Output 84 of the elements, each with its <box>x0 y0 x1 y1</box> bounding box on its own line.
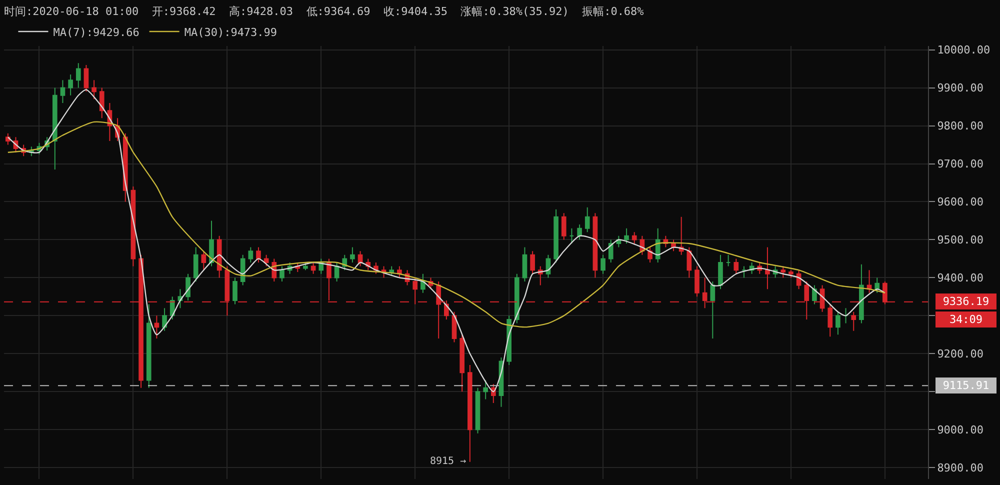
candlestick <box>475 387 480 434</box>
line-series <box>7 121 886 328</box>
candlestick <box>592 212 598 278</box>
candlestick <box>154 315 160 339</box>
candlestick <box>460 334 464 392</box>
ref-line-label: 9336.19 <box>942 295 990 308</box>
ref-line-label: 9115.91 <box>942 379 990 392</box>
candlestick <box>710 280 716 339</box>
candlestick <box>264 254 269 267</box>
y-tick-label: 9000.00 <box>937 423 984 436</box>
candlestick <box>600 254 606 274</box>
candlestick <box>859 264 864 324</box>
candlestick <box>68 74 73 96</box>
y-tick-label: 9800.00 <box>937 120 984 133</box>
candlestick <box>812 284 817 305</box>
candlestick <box>569 228 574 244</box>
line-series <box>7 89 886 392</box>
candlestick <box>216 235 222 278</box>
candlestick <box>726 254 731 267</box>
candlestick <box>561 212 566 240</box>
candlestick <box>686 246 692 278</box>
candlestick <box>162 308 167 332</box>
candlestick <box>358 250 363 267</box>
candlestick <box>280 266 284 282</box>
candlestick <box>577 224 582 240</box>
candlestick <box>76 62 81 88</box>
candlestick <box>256 246 261 263</box>
candlestick <box>412 277 418 305</box>
candlestick <box>836 311 840 336</box>
candlestick <box>648 246 652 263</box>
candlestick <box>248 246 254 263</box>
candlestick <box>303 262 308 271</box>
candlestick <box>146 304 152 388</box>
candlestick <box>624 228 629 244</box>
candlestick <box>52 87 58 170</box>
candlestick <box>874 277 880 294</box>
y-tick-label: 9500.00 <box>937 234 984 247</box>
candlestick <box>310 262 316 274</box>
annotation: 8915 → <box>430 456 466 467</box>
text: 34:09 <box>949 313 983 326</box>
candlestick <box>554 208 558 263</box>
candlestick <box>608 239 614 263</box>
legend-label: MA(30):9473.99 <box>184 26 278 39</box>
candlestick <box>694 266 700 298</box>
candlestick <box>828 304 833 338</box>
y-tick-label: 10000.00 <box>937 44 990 57</box>
candlestick <box>530 250 535 274</box>
legend-label: MA(7):9429.66 <box>53 26 140 39</box>
candlestick <box>193 246 198 282</box>
candlestick <box>350 246 355 263</box>
candlestick <box>584 206 590 233</box>
candlestick <box>209 220 214 267</box>
candlestick <box>84 64 89 92</box>
candlestick <box>60 80 66 104</box>
candlestick <box>742 266 746 278</box>
candlestick <box>632 232 637 244</box>
candlestick <box>468 364 472 462</box>
candlestick <box>851 311 856 332</box>
candlestick <box>483 380 488 400</box>
candlestick <box>866 270 872 294</box>
candlestick <box>843 308 848 324</box>
candlestick <box>201 250 206 271</box>
y-tick-label: 9200.00 <box>937 348 984 361</box>
candlestick <box>232 277 238 305</box>
candlestick <box>734 258 739 274</box>
y-tick-label: 9700.00 <box>937 158 984 171</box>
candlestick <box>718 254 723 290</box>
chart-title: 时间:2020-06-18 01:00 开:9368.42 高:9428.03 低:9364.69 收:9404.35 涨幅:0.38%(35.92) 振幅:0.68% <box>4 4 644 18</box>
candlestick <box>452 311 457 343</box>
candlestick <box>522 246 528 282</box>
candlestick <box>240 254 246 286</box>
candlestick <box>99 87 104 119</box>
candlestick <box>780 266 786 278</box>
candlestick <box>186 273 190 301</box>
candlestick <box>389 266 394 276</box>
candlestick <box>514 273 520 324</box>
candlestick <box>765 246 770 290</box>
y-tick-label: 9400.00 <box>937 272 984 285</box>
candlestick <box>788 270 794 278</box>
y-tick-label: 8900.00 <box>937 461 984 474</box>
y-tick-label: 9900.00 <box>937 82 984 95</box>
candlestick <box>92 80 96 100</box>
y-tick-label: 9600.00 <box>937 196 984 209</box>
candlestick <box>420 273 426 294</box>
